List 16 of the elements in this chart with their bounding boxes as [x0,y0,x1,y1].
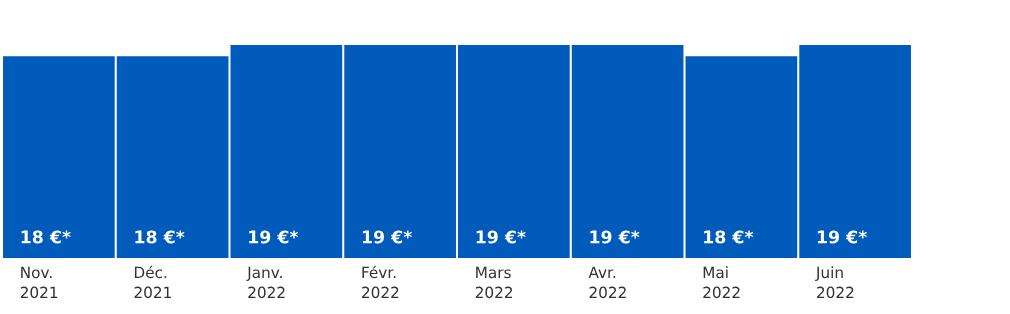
data-label: 19 €* [590,230,640,244]
data-label: 18 €* [135,230,185,244]
data-label: 18 €* [21,230,71,244]
x-tick-label: Nov. 2021 [20,266,58,299]
data-label: 18 €* [704,230,754,244]
data-label: 19 €* [476,230,526,244]
x-tick-label: Févr. 2022 [362,265,399,299]
data-label: 19 €* [817,230,867,244]
x-tick-label: Mai 2022 [703,266,740,299]
x-tick-label: Mars 2022 [475,266,513,299]
x-tick-label: Janv. 2022 [246,266,285,299]
data-label: 19 €* [249,230,299,244]
x-tick-label: Juin 2022 [815,266,854,299]
data-label: 19 €* [362,230,412,244]
x-tick-label: Déc. 2021 [134,265,171,299]
x-tick-label: Avr. 2022 [588,266,626,299]
